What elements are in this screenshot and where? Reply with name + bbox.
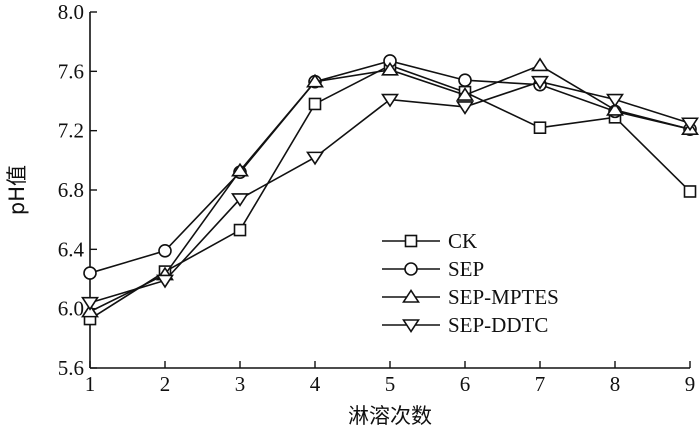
data-point-triangle-down	[606, 93, 624, 108]
x-tick-label: 9	[685, 372, 696, 396]
data-point-square	[683, 185, 697, 198]
data-point-circle	[404, 262, 418, 276]
data-point-triangle-down	[402, 319, 420, 333]
data-point-square	[233, 223, 247, 237]
x-tick-label: 7	[535, 372, 546, 396]
data-point-triangle-down	[531, 75, 549, 90]
y-tick-label: 6.0	[58, 297, 84, 321]
data-point-triangle-up	[306, 73, 324, 88]
y-axis-title: pH值	[5, 165, 29, 215]
data-point-triangle-up	[456, 87, 474, 101]
data-point-triangle-down	[81, 296, 99, 311]
legend-item: SEP-DDTC	[382, 313, 548, 337]
series-layer	[81, 54, 699, 326]
data-point-triangle-down	[456, 101, 474, 115]
data-point-triangle-down	[306, 151, 324, 166]
legend-item: SEP-MPTES	[382, 285, 559, 309]
data-point-square	[404, 234, 418, 248]
y-tick-label: 8.0	[58, 0, 84, 24]
legend-item: SEP	[382, 257, 484, 281]
legend-item: CK	[382, 229, 477, 253]
x-tick-label: 6	[460, 372, 471, 396]
y-tick-label: 6.4	[58, 237, 85, 261]
data-point-triangle-up	[231, 162, 249, 177]
y-tick-label: 5.6	[58, 356, 84, 380]
x-tick-label: 4	[310, 372, 321, 396]
data-point-triangle-up	[381, 61, 399, 76]
data-point-circle	[158, 244, 172, 258]
data-point-circle	[458, 73, 472, 88]
x-tick-label: 2	[160, 372, 171, 396]
data-point-triangle-up	[402, 289, 420, 303]
data-point-square	[308, 97, 322, 111]
legend-label: SEP-MPTES	[448, 285, 559, 309]
data-point-triangle-down	[156, 274, 174, 289]
x-tick-label: 5	[385, 372, 396, 396]
data-point-triangle-down	[681, 117, 699, 132]
data-point-triangle-up	[531, 57, 549, 72]
axes: 5.6 6.0 6.4 6.8 7.2 7.6 8.0 1 2 3 4 5 6 7 8 9	[58, 0, 696, 396]
y-tick-label: 7.6	[58, 59, 84, 83]
data-point-triangle-down	[381, 93, 399, 108]
data-point-square	[533, 121, 547, 134]
legend-label: SEP-DDTC	[448, 313, 548, 337]
legend-label: CK	[448, 229, 477, 253]
x-tick-label: 1	[85, 372, 96, 396]
y-tick-label: 6.8	[58, 178, 84, 202]
data-point-circle	[83, 266, 97, 280]
data-point-triangle-down	[231, 193, 249, 207]
y-tick-label: 7.2	[58, 119, 84, 143]
x-tick-label: 8	[610, 372, 621, 396]
legend: CK SEP SEP-MPTES SEP-DDTC	[382, 229, 559, 337]
legend-label: SEP	[448, 257, 484, 281]
x-tick-label: 3	[235, 372, 246, 396]
x-axis-title: 淋溶次数	[348, 404, 432, 428]
series-sep	[83, 54, 697, 280]
series-sep-ddtc	[81, 75, 699, 311]
data-point-triangle-up	[606, 101, 624, 116]
data-point-triangle-up	[81, 303, 99, 318]
